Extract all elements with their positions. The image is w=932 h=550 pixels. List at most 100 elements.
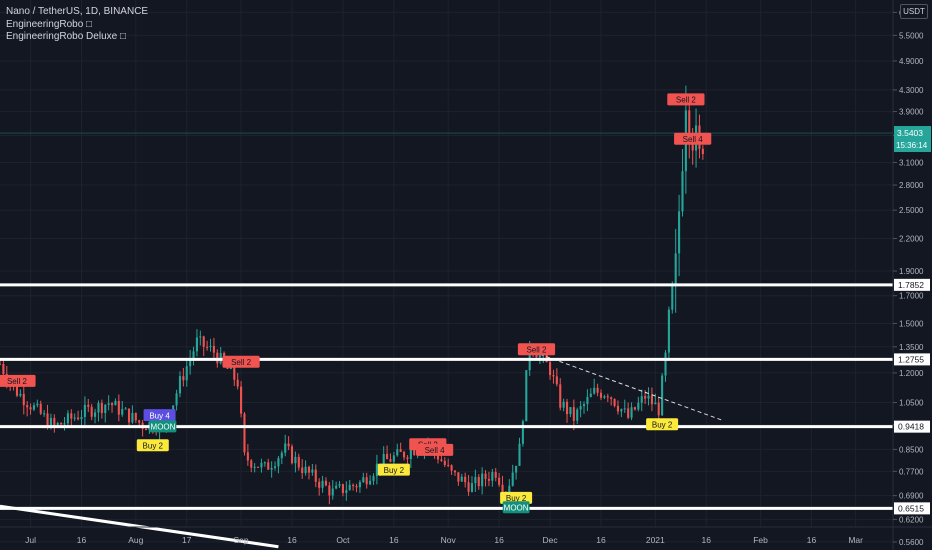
time-tick-label: Dec (542, 535, 558, 545)
level-price-label: 1.7852 (898, 280, 924, 290)
candle-body (549, 362, 552, 376)
price-tick-label: 1.2000 (899, 369, 924, 378)
candle-body (307, 466, 311, 473)
time-tick-label: Mar (848, 535, 863, 545)
candle-body (53, 418, 56, 426)
time-tick-label: 16 (702, 535, 712, 545)
price-tick-label: 0.6200 (899, 515, 924, 524)
candle-body (613, 398, 616, 406)
candle-body (127, 408, 131, 423)
trendline-solid[interactable] (0, 504, 279, 549)
candle-body (240, 386, 243, 414)
candle-body (94, 412, 97, 417)
price-tick-label: 0.7700 (899, 467, 924, 476)
candle-body (559, 384, 562, 408)
candle-body (280, 452, 283, 459)
candle-body (345, 490, 348, 493)
candle-body (569, 407, 572, 415)
price-tick-label: 1.9000 (899, 267, 924, 276)
signal-buy: Buy 2 (377, 463, 410, 476)
current-price-box (894, 126, 931, 153)
candle-body (627, 408, 630, 418)
candle-body (453, 470, 457, 473)
candle-body (277, 458, 280, 467)
candle-body (73, 417, 76, 419)
indicator-engineeringrobo[interactable]: EngineeringRobo □ (6, 18, 93, 30)
signal-text: Sell 4 (683, 135, 704, 144)
candle-body (494, 472, 497, 478)
candle-body (647, 395, 650, 399)
price-tick-label: 3.1000 (899, 158, 924, 167)
time-tick-label: 16 (389, 535, 399, 545)
candle-body (246, 452, 249, 461)
candle-body (253, 466, 256, 468)
time-tick-label: 16 (807, 535, 817, 545)
candle-body (552, 375, 555, 377)
candle-body (97, 402, 100, 413)
trendlines[interactable] (0, 351, 724, 549)
candle-body (362, 477, 365, 483)
candle-body (80, 416, 83, 420)
candle-body (382, 453, 385, 469)
candle-body (335, 485, 338, 489)
signal-text: MOON (151, 423, 176, 432)
signal-sell: Sell 2 (0, 374, 36, 387)
signal-text: Sell 2 (231, 358, 252, 367)
level-price-label: 0.9418 (898, 422, 924, 432)
currency-button[interactable]: USDT (900, 4, 928, 19)
trendline-dashed[interactable] (532, 351, 724, 422)
candle-body (406, 457, 409, 460)
level-price-box (894, 420, 930, 433)
price-tick-label: 0.5600 (899, 538, 924, 547)
candle-body (260, 462, 263, 468)
candle-body (144, 428, 148, 431)
candle-body (257, 466, 260, 468)
candle-body (538, 354, 541, 358)
candle-body (209, 345, 212, 348)
candle-body (386, 453, 389, 460)
level-price-label: 1.2755 (898, 354, 924, 364)
candle-body (243, 413, 246, 453)
grid (0, 0, 893, 543)
price-tick-label: 1.0500 (899, 399, 924, 408)
symbol-title[interactable]: Nano / TetherUS, 1D, BINANCE (6, 6, 149, 17)
signal-box (149, 420, 177, 433)
candle-body (640, 396, 643, 403)
candle-body (39, 403, 42, 414)
signal-sell: Sell 4 (674, 132, 712, 145)
candle-body (56, 423, 59, 426)
horizontal-levels[interactable] (0, 132, 893, 510)
candle-body (375, 463, 378, 477)
signal-sell: Sell 2 (667, 93, 705, 106)
candle-body (576, 409, 579, 421)
signal-moon: MOON (502, 501, 530, 514)
time-tick-label: Oct (336, 535, 350, 545)
candle-body (603, 396, 606, 398)
signal-box (0, 374, 36, 387)
candle-body (117, 400, 120, 415)
candle-body (60, 423, 63, 425)
candle-body (185, 366, 188, 381)
time-tick-label: Sep (234, 535, 249, 545)
candle-body (355, 486, 358, 488)
candle-body (589, 393, 592, 397)
candle-body (396, 449, 399, 456)
candle-body (637, 402, 640, 410)
candle-body (114, 400, 117, 406)
candle-body (467, 482, 470, 492)
signal-box (222, 355, 260, 368)
candle-body (518, 443, 521, 466)
indicator-engineeringrobo-deluxe[interactable]: EngineeringRobo Deluxe □ (6, 31, 127, 42)
candle-body (284, 443, 287, 453)
signal-box (143, 409, 176, 422)
candle-body (202, 336, 205, 347)
price-tick-label: 1.5000 (899, 319, 924, 328)
candle-body (304, 466, 307, 474)
candle-body (212, 345, 215, 353)
candle-body (674, 253, 677, 286)
candle-body (661, 375, 664, 416)
candle-body (314, 469, 317, 482)
